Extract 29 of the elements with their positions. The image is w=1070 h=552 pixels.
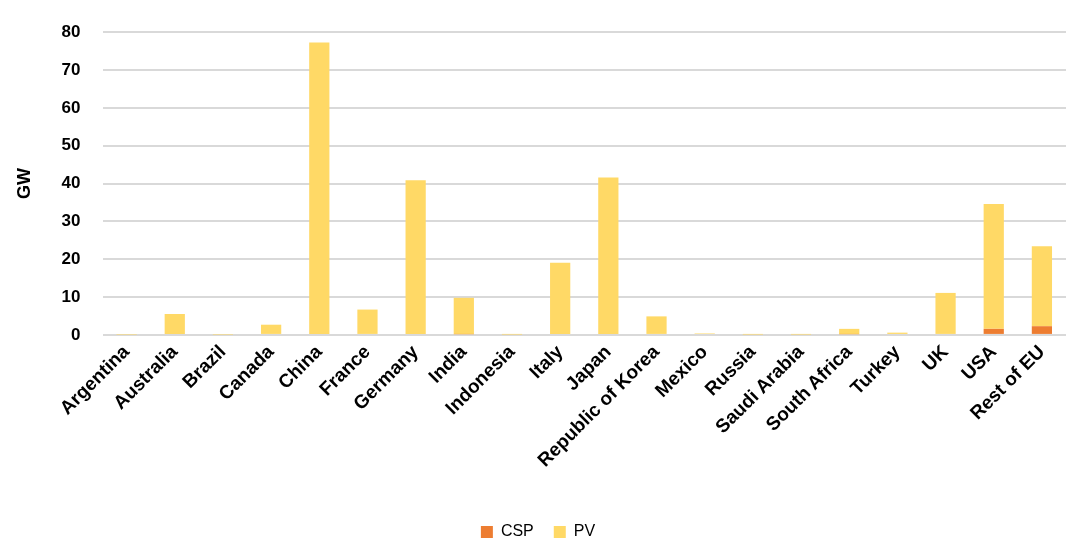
bar [309,42,330,334]
bar [1031,246,1053,327]
bar [646,316,667,334]
x-tick-label: UK [917,340,953,375]
y-tick-label: 60 [61,97,81,117]
bar [935,292,956,334]
y-tick-label: 40 [61,173,81,193]
bar [405,180,426,334]
y-tick-label: 50 [61,135,81,155]
y-tick-label: 30 [61,211,81,231]
legend-label: PV [573,522,596,540]
bar [261,324,282,334]
y-tick-label: 70 [61,59,81,79]
x-tick-label: USA [957,340,1001,384]
bar [164,314,185,334]
legend-label: CSP [500,522,534,540]
bar [598,177,619,334]
y-tick-label: 10 [61,286,81,306]
bar [983,203,1004,329]
y-tick-label: 80 [61,21,81,41]
bar [839,328,860,335]
y-tick-label: 20 [61,248,81,268]
bar [453,297,474,335]
bar [983,328,1004,334]
bar [357,309,378,334]
bar [550,262,571,334]
bar [1031,326,1053,334]
y-tick-label: 0 [71,324,81,344]
y-axis-title: GW [13,168,34,200]
